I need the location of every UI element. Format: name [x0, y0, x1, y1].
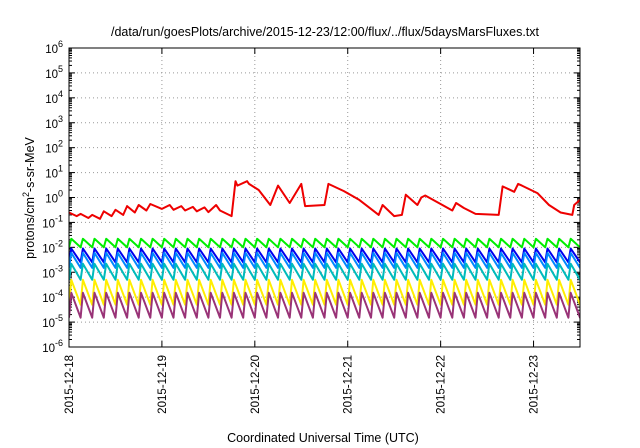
- y-tick-label: 10-1: [42, 213, 63, 230]
- x-axis: 2015-12-18 2015-12-19 2015-12-20 2015-12-21…: [64, 48, 541, 414]
- chart-title: /data/run/goesPlots/archive/2015-12-23/1…: [111, 25, 540, 39]
- y-tick-label: 104: [45, 89, 63, 106]
- series-line-4: [69, 251, 580, 269]
- series-line-7: [69, 291, 580, 319]
- x-axis-label: Coordinated Universal Time (UTC): [227, 431, 419, 445]
- y-tick-label: 10-3: [42, 263, 63, 280]
- series-line-1: [69, 180, 580, 220]
- y-tick-label: 101: [45, 164, 63, 181]
- y-tick-label: 10-6: [42, 338, 63, 355]
- plot-frame: [68, 47, 581, 348]
- x-tick-label: 2015-12-18: [64, 355, 76, 414]
- x-tick-label: 2015-12-19: [157, 355, 169, 414]
- y-tick-label: 103: [45, 114, 63, 131]
- x-tick-label: 2015-12-20: [250, 355, 262, 414]
- y-axis-label-rest: -s-sr-MeV: [23, 136, 37, 192]
- series-line-6: [69, 278, 580, 306]
- y-tick-label: 10-2: [42, 238, 63, 255]
- y-axis: 10-6 10-5 10-4 10-3 10-2 10-1 100 101 102 103 104 1…: [42, 39, 580, 355]
- x-tick-label: 2015-12-22: [436, 355, 448, 414]
- x-tick-label: 2015-12-23: [529, 355, 541, 414]
- y-axis-label-exponent: 2: [21, 192, 31, 197]
- y-tick-label: 10-5: [42, 313, 63, 330]
- y-axis-label: protons/cm2-s-sr-MeV: [21, 136, 37, 258]
- y-tick-label: 102: [45, 139, 63, 156]
- x-tick-label: 2015-12-21: [343, 355, 355, 414]
- series-line-2: [69, 237, 580, 249]
- y-tick-label: 105: [45, 64, 63, 81]
- series-lines: [69, 180, 580, 319]
- series-line-3: [69, 247, 580, 264]
- series-line-5: [69, 262, 580, 281]
- y-tick-label: 10-4: [42, 288, 63, 305]
- y-axis-label-unit: protons/cm: [23, 197, 37, 259]
- y-tick-label: 106: [45, 39, 63, 56]
- y-tick-label: 100: [45, 189, 63, 206]
